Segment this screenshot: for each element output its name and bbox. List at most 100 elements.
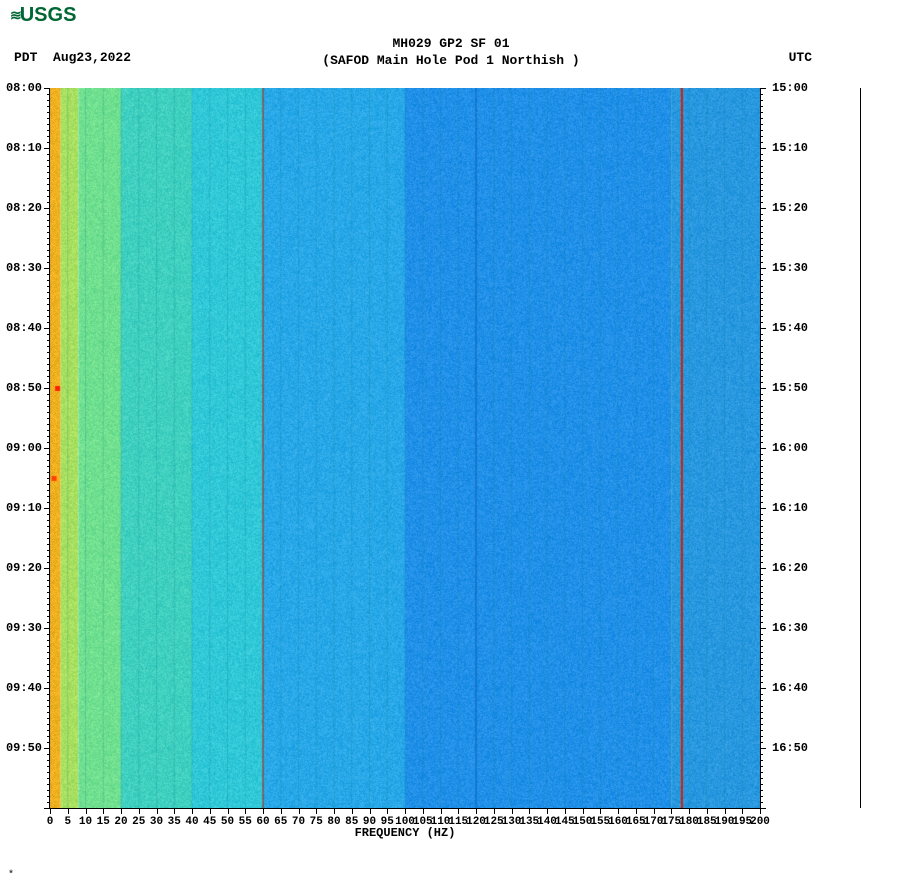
ytick-label-left: 08:00 bbox=[6, 81, 42, 95]
ytick-right bbox=[760, 142, 763, 143]
ytick-label-right: 16:50 bbox=[772, 741, 808, 755]
xtick bbox=[512, 808, 513, 814]
xtick bbox=[263, 808, 264, 814]
ytick-right bbox=[760, 238, 763, 239]
ytick-right bbox=[760, 412, 763, 413]
ytick-right bbox=[760, 184, 763, 185]
ytick-left bbox=[47, 532, 50, 533]
ytick-left bbox=[44, 568, 50, 569]
ytick-right bbox=[760, 532, 763, 533]
xtick bbox=[316, 808, 317, 814]
ytick-right bbox=[760, 226, 763, 227]
ytick-right bbox=[760, 586, 763, 587]
ytick-right bbox=[760, 100, 763, 101]
ytick-left bbox=[47, 700, 50, 701]
ytick-left bbox=[47, 100, 50, 101]
ytick-label-left: 09:00 bbox=[6, 441, 42, 455]
ytick-left bbox=[47, 754, 50, 755]
ytick-left bbox=[47, 166, 50, 167]
ytick-right bbox=[760, 802, 763, 803]
ytick-left bbox=[47, 154, 50, 155]
tz-right-label: UTC bbox=[789, 50, 812, 65]
ytick-right bbox=[760, 460, 763, 461]
ytick-left bbox=[47, 442, 50, 443]
ytick-left bbox=[47, 634, 50, 635]
chart-header: MH029 GP2 SF 01 (SAFOD Main Hole Pod 1 N… bbox=[0, 36, 902, 70]
xtick bbox=[370, 808, 371, 814]
ytick-left bbox=[47, 646, 50, 647]
ytick-left bbox=[47, 292, 50, 293]
ytick-left bbox=[47, 220, 50, 221]
ytick-left bbox=[47, 184, 50, 185]
ytick-right bbox=[760, 400, 763, 401]
ytick-right bbox=[760, 268, 766, 269]
ytick-left bbox=[47, 706, 50, 707]
ytick-right bbox=[760, 394, 763, 395]
ytick-left bbox=[47, 658, 50, 659]
ytick-right bbox=[760, 724, 763, 725]
xtick bbox=[565, 808, 566, 814]
ytick-right bbox=[760, 700, 763, 701]
usgs-logo: ≋USGS bbox=[10, 4, 76, 27]
ytick-label-right: 16:20 bbox=[772, 561, 808, 575]
ytick-right bbox=[760, 298, 763, 299]
ytick-left bbox=[47, 778, 50, 779]
ytick-left bbox=[44, 688, 50, 689]
xtick bbox=[245, 808, 246, 814]
ytick-right bbox=[760, 760, 763, 761]
ytick-right bbox=[760, 220, 763, 221]
ytick-left bbox=[47, 466, 50, 467]
ytick-label-right: 15:10 bbox=[772, 141, 808, 155]
ytick-label-right: 15:50 bbox=[772, 381, 808, 395]
ytick-right bbox=[760, 214, 763, 215]
ytick-right bbox=[760, 232, 763, 233]
ytick-left bbox=[47, 556, 50, 557]
xtick bbox=[476, 808, 477, 814]
ytick-left bbox=[47, 238, 50, 239]
ytick-left bbox=[47, 340, 50, 341]
ytick-left bbox=[47, 118, 50, 119]
ytick-left bbox=[47, 214, 50, 215]
ytick-right bbox=[760, 382, 763, 383]
ytick-left bbox=[47, 472, 50, 473]
ytick-left bbox=[47, 640, 50, 641]
ytick-right bbox=[760, 340, 763, 341]
logo-text: USGS bbox=[20, 4, 77, 26]
xtick bbox=[228, 808, 229, 814]
ytick-left bbox=[47, 478, 50, 479]
ytick-right bbox=[760, 592, 763, 593]
ytick-right bbox=[760, 658, 763, 659]
ytick-right bbox=[760, 322, 763, 323]
ytick-left bbox=[47, 580, 50, 581]
ytick-right bbox=[760, 376, 763, 377]
ytick-left bbox=[47, 796, 50, 797]
ytick-label-left: 08:10 bbox=[6, 141, 42, 155]
ytick-left bbox=[47, 496, 50, 497]
ytick-left bbox=[47, 190, 50, 191]
ytick-left bbox=[47, 94, 50, 95]
ytick-right bbox=[760, 316, 763, 317]
ytick-right bbox=[760, 796, 763, 797]
ytick-left bbox=[47, 352, 50, 353]
ytick-left bbox=[47, 724, 50, 725]
xtick bbox=[103, 808, 104, 814]
ytick-right bbox=[760, 646, 763, 647]
ytick-left bbox=[47, 172, 50, 173]
ytick-right bbox=[760, 406, 763, 407]
logo-wave-icon: ≋ bbox=[10, 7, 20, 23]
ytick-right bbox=[760, 358, 763, 359]
ytick-left bbox=[47, 598, 50, 599]
ytick-right bbox=[760, 466, 763, 467]
ytick-left bbox=[44, 208, 50, 209]
ytick-label-right: 16:00 bbox=[772, 441, 808, 455]
xtick bbox=[157, 808, 158, 814]
ytick-right bbox=[760, 502, 763, 503]
ytick-right bbox=[760, 496, 763, 497]
ytick-right bbox=[760, 556, 763, 557]
ytick-right bbox=[760, 604, 763, 605]
xtick bbox=[352, 808, 353, 814]
ytick-left bbox=[47, 712, 50, 713]
ytick-left bbox=[47, 718, 50, 719]
spectrogram-canvas bbox=[50, 88, 760, 808]
ytick-left bbox=[47, 298, 50, 299]
